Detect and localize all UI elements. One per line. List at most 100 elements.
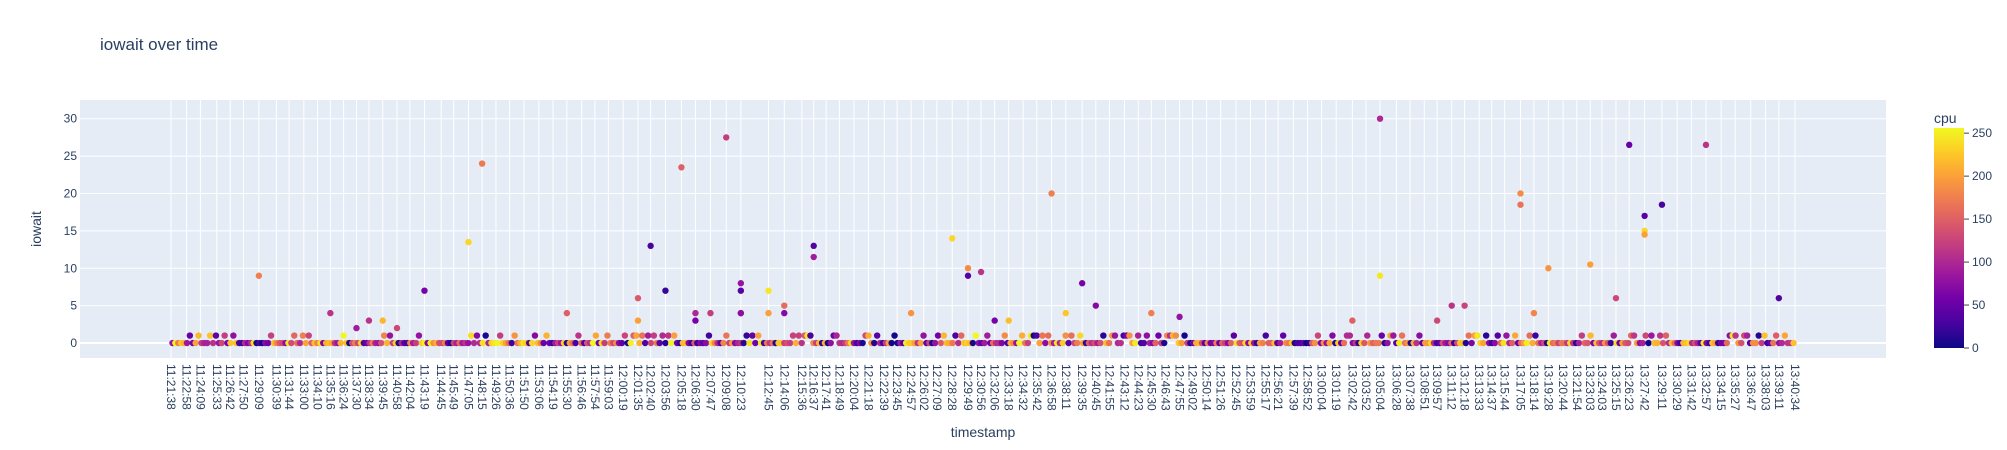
x-tick-label: 12:39:35 bbox=[1075, 364, 1089, 411]
x-tick-label: 11:34:10 bbox=[311, 364, 325, 410]
data-point bbox=[1755, 332, 1762, 339]
data-point bbox=[656, 339, 663, 347]
data-point bbox=[589, 339, 597, 347]
grid bbox=[80, 100, 1886, 358]
data-point bbox=[792, 339, 800, 347]
x-tick-label: 11:21:38 bbox=[164, 364, 178, 410]
x-tick-label: 12:52:45 bbox=[1229, 364, 1243, 411]
data-point bbox=[592, 332, 600, 339]
data-point bbox=[678, 164, 685, 171]
x-tick-label: 13:38:03 bbox=[1759, 364, 1773, 411]
data-point bbox=[327, 309, 334, 317]
data-point bbox=[353, 324, 360, 332]
data-point bbox=[365, 317, 373, 324]
data-point bbox=[383, 339, 391, 347]
data-point bbox=[723, 134, 730, 141]
data-point bbox=[705, 332, 713, 339]
data-point bbox=[221, 332, 228, 339]
data-point bbox=[302, 339, 310, 347]
x-tick-label: 13:08:51 bbox=[1417, 364, 1431, 411]
data-point bbox=[305, 332, 312, 339]
x-tick-label: 13:29:11 bbox=[1655, 364, 1669, 410]
data-point bbox=[1612, 294, 1620, 302]
data-point bbox=[1143, 332, 1151, 339]
x-tick-label: 12:14:06 bbox=[777, 364, 791, 411]
data-point bbox=[528, 339, 536, 347]
x-tick-label: 11:44:45 bbox=[434, 364, 448, 410]
data-point bbox=[1545, 265, 1552, 272]
data-point bbox=[192, 339, 199, 347]
x-tick-label: 11:53:06 bbox=[532, 364, 546, 410]
data-point bbox=[1036, 339, 1043, 347]
x-tick-label: 12:35:42 bbox=[1030, 364, 1044, 411]
x-tick-label: 13:24:03 bbox=[1595, 364, 1609, 411]
data-point bbox=[644, 332, 652, 339]
data-point bbox=[378, 339, 385, 347]
data-point bbox=[743, 332, 750, 339]
data-point bbox=[412, 339, 420, 347]
data-point bbox=[1259, 339, 1267, 347]
data-point bbox=[1723, 339, 1731, 347]
data-point bbox=[752, 339, 759, 347]
data-point bbox=[931, 339, 939, 347]
data-point bbox=[1654, 339, 1661, 347]
data-point bbox=[1140, 339, 1148, 347]
x-tick-label: 12:55:17 bbox=[1259, 364, 1273, 411]
data-point bbox=[621, 332, 629, 339]
x-tick-label: 13:05:04 bbox=[1373, 364, 1387, 411]
x-tick-label: 12:56:21 bbox=[1271, 364, 1285, 411]
data-point bbox=[1375, 339, 1383, 347]
data-point bbox=[1042, 339, 1049, 347]
colorbar bbox=[1934, 128, 1964, 348]
data-point bbox=[1433, 317, 1441, 324]
data-point bbox=[920, 332, 927, 339]
x-tick-label: 11:55:30 bbox=[560, 364, 574, 410]
x-tick-label: 12:47:55 bbox=[1173, 364, 1187, 411]
data-point bbox=[1448, 302, 1455, 309]
x-tick-label: 11:27:50 bbox=[236, 364, 250, 410]
x-tick-label: 13:14:37 bbox=[1485, 364, 1499, 411]
x-tick-label: 11:36:24 bbox=[337, 364, 351, 410]
data-point bbox=[1033, 332, 1040, 339]
data-point bbox=[634, 294, 642, 302]
data-point bbox=[496, 332, 504, 339]
data-point bbox=[1230, 332, 1238, 339]
data-point bbox=[1659, 339, 1667, 347]
data-point bbox=[1587, 332, 1594, 339]
data-point bbox=[421, 287, 428, 294]
data-point bbox=[1152, 339, 1159, 347]
colorbar-tick-label: 50 bbox=[1972, 298, 1986, 312]
data-point bbox=[1068, 332, 1075, 339]
data-point bbox=[1775, 294, 1783, 302]
data-point bbox=[888, 339, 895, 347]
x-tick-label: 12:30:56 bbox=[974, 364, 988, 411]
x-tick-label: 12:20:04 bbox=[847, 364, 861, 411]
chart-title: iowait over time bbox=[100, 35, 218, 54]
data-point bbox=[964, 265, 972, 272]
data-point bbox=[1416, 332, 1423, 339]
data-point bbox=[1702, 141, 1710, 149]
x-tick-label: 12:46:43 bbox=[1159, 364, 1173, 411]
x-tick-label: 13:21:54 bbox=[1570, 364, 1584, 411]
x-tick-label: 11:24:09 bbox=[193, 364, 207, 410]
data-point bbox=[209, 339, 217, 347]
data-point bbox=[1062, 332, 1069, 339]
x-tick-label: 13:17:05 bbox=[1514, 364, 1528, 411]
data-point bbox=[195, 332, 202, 339]
x-tick-label: 12:06:30 bbox=[688, 364, 702, 411]
data-point bbox=[958, 332, 965, 339]
data-point bbox=[479, 339, 486, 347]
data-point bbox=[1462, 339, 1470, 347]
colorbar-tick-label: 150 bbox=[1972, 212, 1992, 226]
data-point bbox=[650, 332, 658, 339]
data-point bbox=[1662, 332, 1670, 339]
data-point bbox=[1648, 332, 1655, 339]
data-point bbox=[1578, 332, 1586, 339]
data-point bbox=[1395, 339, 1403, 347]
x-tick-label: 12:07:47 bbox=[703, 364, 717, 411]
y-tick-label: 30 bbox=[64, 112, 78, 126]
data-point bbox=[827, 339, 834, 347]
data-point bbox=[255, 272, 263, 279]
x-tick-label: 13:11:12 bbox=[1445, 364, 1459, 410]
